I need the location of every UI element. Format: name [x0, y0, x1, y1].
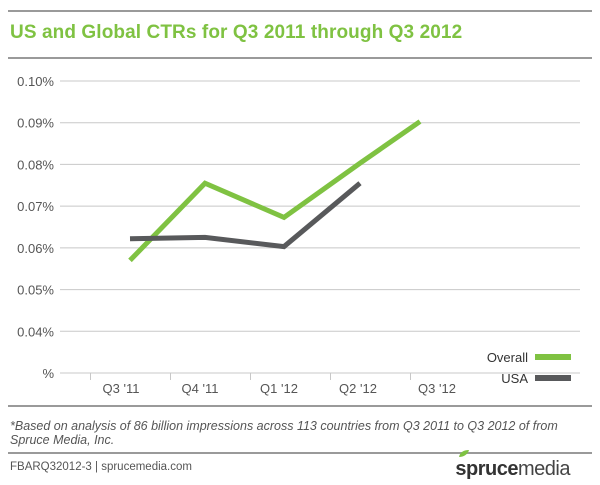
y-tick-label: 0.07%: [17, 199, 54, 214]
x-tick-label: Q3 '12: [418, 381, 456, 396]
x-tick-label: Q4 '11: [182, 381, 219, 396]
footer-rule: [8, 452, 592, 454]
gridlines: [60, 80, 580, 380]
source-text: FBARQ32012-3 | sprucemedia.com: [10, 461, 192, 473]
y-axis-tick-labels: % 0.04% 0.05% 0.06% 0.07% 0.08% 0.09% 0.10%: [17, 74, 54, 381]
y-tick-label: 0.10%: [17, 74, 54, 89]
footnote: *Based on analysis of 86 billion impress…: [10, 419, 558, 447]
top-rule: [8, 10, 592, 12]
series-line-usa: [129, 181, 362, 250]
legend-label: USA: [501, 371, 528, 386]
legend-swatch: [535, 375, 571, 381]
legend: Overall USA: [487, 350, 571, 386]
y-tick-label: 0.08%: [17, 157, 54, 172]
series-line-overall: [128, 119, 422, 263]
y-tick-label: %: [42, 366, 54, 381]
leaf-icon: [459, 450, 470, 457]
y-tick-label: 0.04%: [17, 324, 54, 339]
x-tick-label: Q2 '12: [339, 381, 377, 396]
y-tick-label: 0.05%: [17, 283, 54, 298]
y-tick-label: 0.09%: [17, 116, 54, 131]
chart-title: US and Global CTRs for Q3 2011 through Q…: [10, 22, 463, 43]
legend-swatch: [535, 354, 571, 360]
chart-bottom-rule: [8, 405, 592, 407]
x-tick-label: Q1 '12: [260, 381, 298, 396]
x-tick-label: Q3 '11: [103, 381, 140, 396]
series-lines: [128, 119, 422, 263]
y-tick-label: 0.06%: [17, 241, 54, 256]
x-axis-tick-labels: Q3 '11 Q4 '11 Q1 '12 Q2 '12 Q3 '12: [103, 381, 456, 396]
title-rule: [8, 57, 592, 59]
sprucemedia-logo: sprucemedia: [455, 450, 570, 481]
line-chart: % 0.04% 0.05% 0.06% 0.07% 0.08% 0.09% 0.10% Q3 …: [17, 74, 580, 396]
legend-label: Overall: [487, 350, 528, 365]
logo-text-bold: spruce: [455, 458, 519, 480]
logo-text-light: media: [518, 458, 570, 480]
